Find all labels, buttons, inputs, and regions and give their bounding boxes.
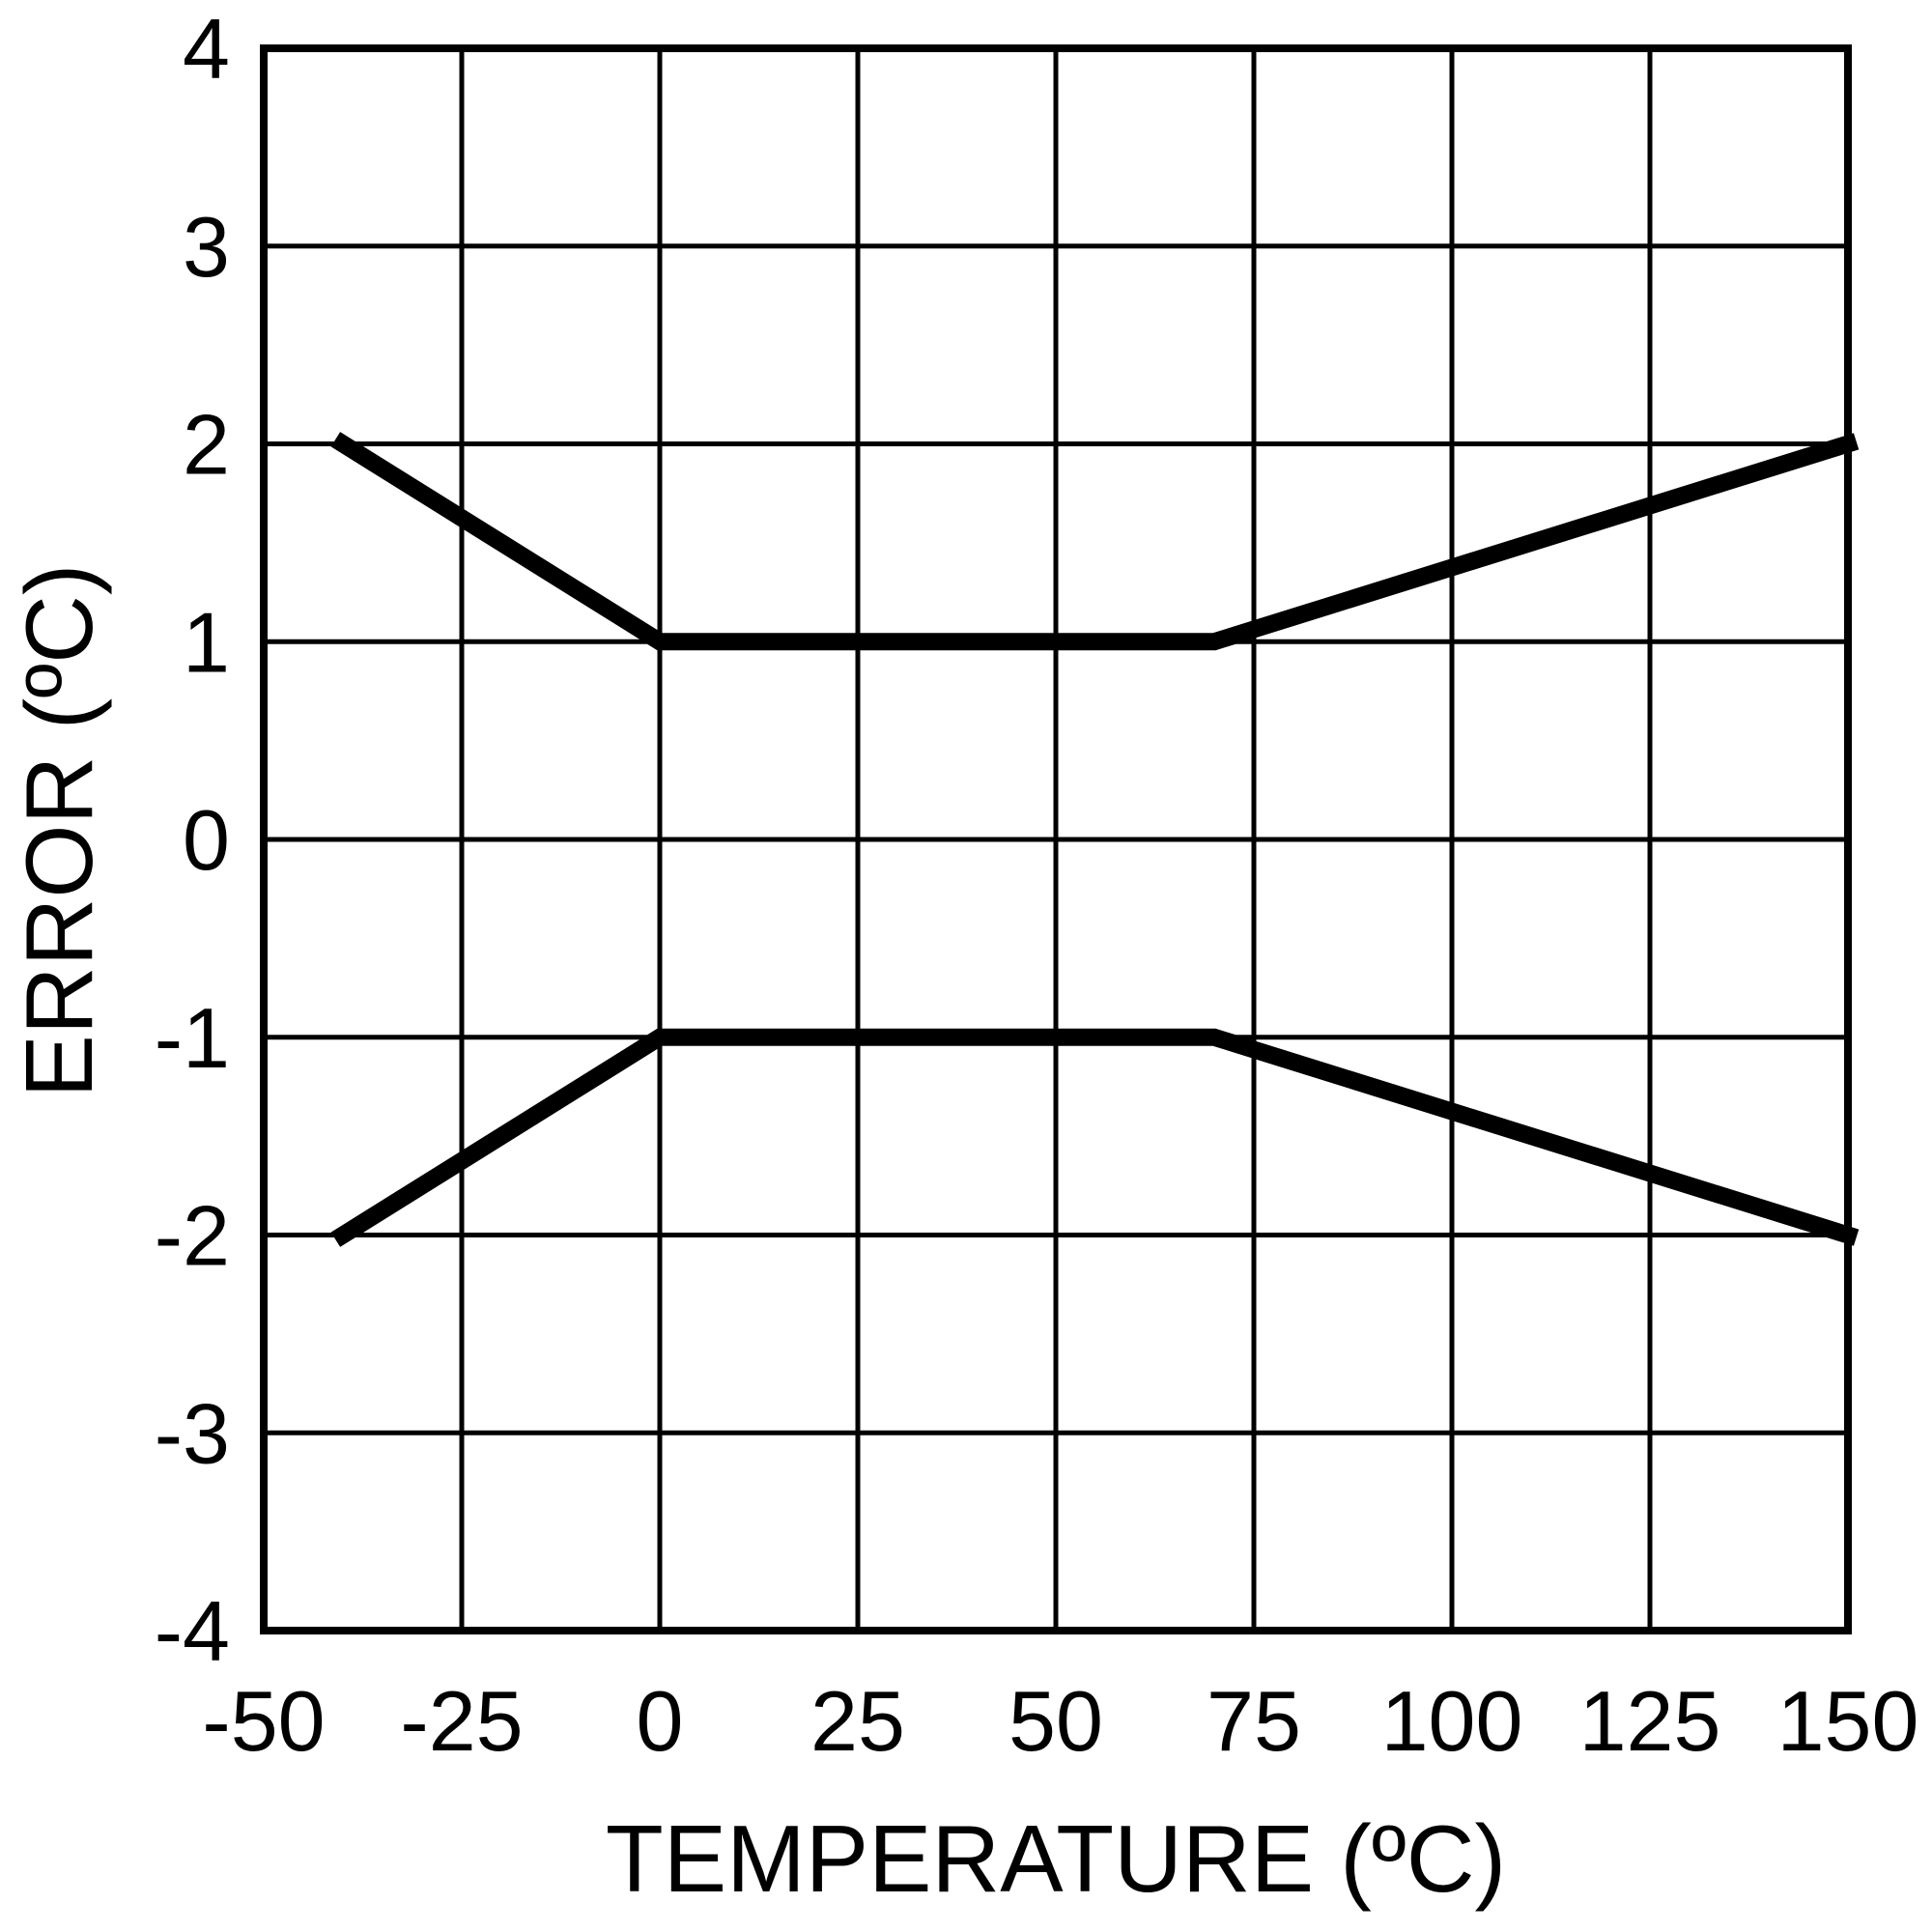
y-tick-label: 1: [183, 594, 230, 690]
x-tick-label: 50: [1009, 1673, 1103, 1769]
lower-error-limit-line: [330, 1028, 1860, 1247]
y-tick-label: -3: [155, 1385, 230, 1481]
y-tick-label: 0: [183, 792, 230, 888]
y-tick-label: 4: [183, 1, 230, 97]
x-tick-label: 100: [1381, 1673, 1523, 1769]
x-tick-label: 25: [810, 1673, 905, 1769]
x-tick-label: 75: [1207, 1673, 1301, 1769]
x-tick-label: -25: [400, 1673, 523, 1769]
gridlines: [261, 45, 1851, 1634]
plot-frame: [260, 44, 1852, 1634]
y-tick-labels: 4 3 2 1 0 -1 -2 -3 -4: [155, 1, 230, 1679]
x-tick-label: 0: [637, 1673, 684, 1769]
y-tick-label: 3: [183, 199, 230, 295]
error-limit-lines: [330, 432, 1860, 1247]
y-axis-title: ERROR (ºC): [6, 564, 112, 1098]
x-tick-label: -50: [202, 1673, 325, 1769]
x-tick-labels: -50 -25 0 25 50 75 100 125 150: [202, 1673, 1918, 1769]
y-tick-label: -4: [155, 1583, 230, 1679]
x-tick-label: 125: [1579, 1673, 1721, 1769]
y-tick-label: -1: [155, 990, 230, 1086]
y-tick-label: 2: [183, 397, 230, 493]
upper-error-limit-line: [330, 432, 1860, 651]
x-tick-label: 150: [1777, 1673, 1919, 1769]
x-axis-title: TEMPERATURE (ºC): [606, 1805, 1506, 1912]
y-tick-label: -2: [155, 1188, 230, 1284]
